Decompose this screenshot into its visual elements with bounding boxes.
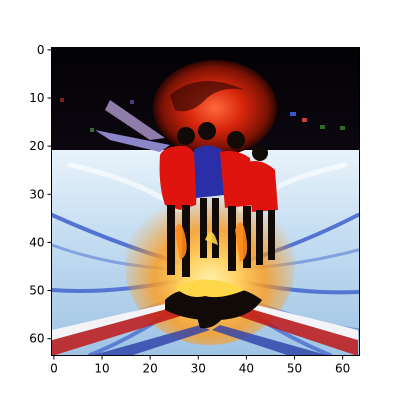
x-tick-label: 60 [335,362,350,376]
x-tick-label: 50 [287,362,302,376]
sun-swirl [170,81,245,112]
distant-lights [60,98,345,132]
left-shore-streak [95,130,170,152]
figure-body-center [194,145,224,198]
figure-body-far-right [248,161,278,212]
base-shadow-low [195,308,225,329]
left-shore-highlight [105,100,165,140]
figure-head [227,131,245,149]
y-tick-label: 30 [29,187,44,201]
x-axis: 0 10 20 30 40 50 60 [50,355,350,376]
axes-frame [51,47,360,356]
figure-body-left [159,145,198,210]
image-content [51,47,360,356]
y-tick-label: 0 [37,43,45,57]
x-tick-label: 40 [239,362,254,376]
y-tick-label: 40 [29,235,44,249]
y-tick-label: 50 [29,284,44,298]
figure-head [252,145,268,161]
x-tick-label: 10 [94,362,109,376]
figure-head [198,122,216,140]
figure-body-right [220,150,255,208]
base-yellow [175,279,245,298]
x-tick-label: 0 [50,362,58,376]
flame-highlights [175,222,248,262]
y-tick-label: 60 [29,332,44,346]
y-tick-label: 10 [29,91,44,105]
x-tick-label: 20 [143,362,158,376]
y-tick-label: 20 [29,139,44,153]
x-tick-label: 30 [191,362,206,376]
figure-head [177,127,195,145]
figure-group [159,122,278,329]
y-axis: 0 10 20 30 40 50 60 [29,43,52,346]
red-sun [153,60,277,156]
